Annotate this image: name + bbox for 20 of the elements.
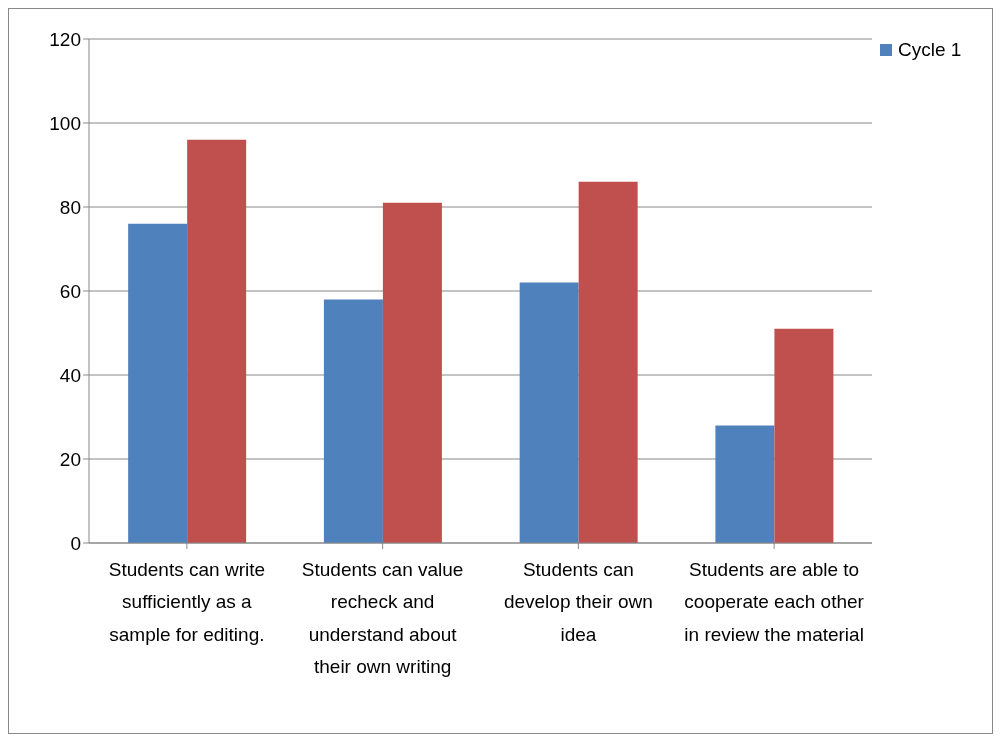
bar	[578, 181, 638, 543]
y-tick-label: 20	[59, 448, 81, 470]
x-tick-label: Students can write sufficiently as a sample for editing.	[108, 559, 266, 645]
bar	[519, 282, 579, 543]
bar	[774, 328, 834, 543]
x-tick-label: Students can develop their own idea	[503, 559, 653, 645]
y-tick-label: 40	[59, 364, 81, 386]
bar	[128, 223, 188, 543]
bar	[715, 425, 775, 543]
x-tick-label: Students can value recheck and understand about their own writing	[301, 559, 464, 677]
bar	[382, 202, 442, 543]
y-tick-label: 80	[59, 196, 81, 218]
bar	[323, 299, 383, 543]
y-tick-label: 60	[59, 280, 81, 302]
legend-label: Cycle 1	[898, 39, 962, 61]
y-tick-label: 120	[49, 28, 81, 50]
y-tick-label: 100	[49, 112, 81, 134]
y-tick-label: 0	[70, 532, 81, 554]
bar	[187, 139, 247, 543]
x-tick-label: Students are able to cooperate each other in review the material	[684, 559, 865, 645]
